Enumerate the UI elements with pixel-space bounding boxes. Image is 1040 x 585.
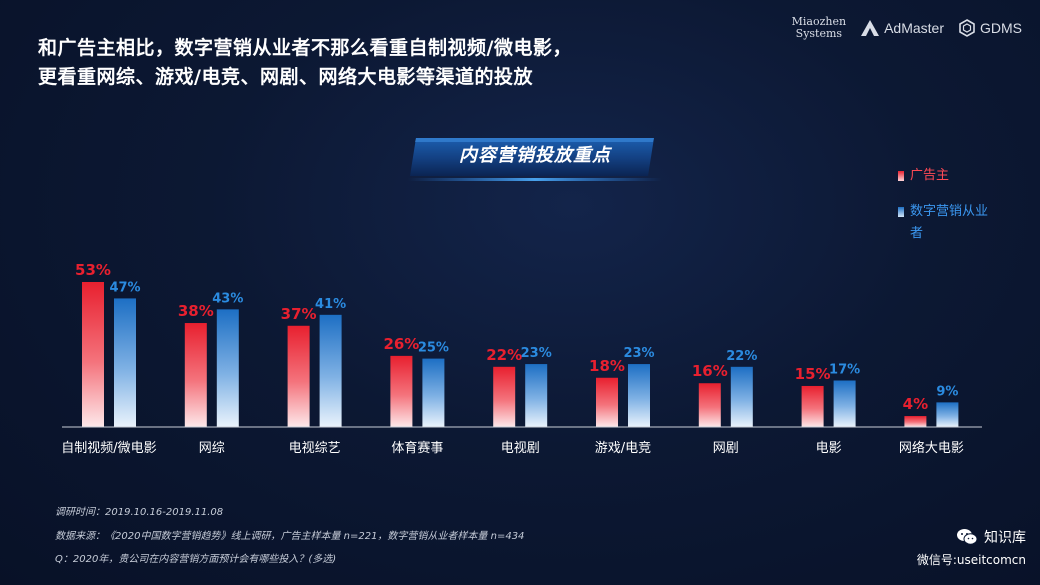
data-label-digital-marketer-9: 9% xyxy=(936,384,958,399)
bar-advertiser-6 xyxy=(596,377,618,427)
bar-advertiser-8 xyxy=(801,385,824,427)
bar-digital-marketer-6 xyxy=(628,364,650,427)
data-label-advertiser-4: 26% xyxy=(383,335,419,353)
wechat-watermark: 知识库 微信号:useitcomcn xyxy=(917,527,1026,568)
data-label-digital-marketer-2: 43% xyxy=(212,291,243,306)
admaster-logo: AdMaster xyxy=(860,19,944,37)
data-label-digital-marketer-5: 23% xyxy=(521,346,552,361)
category-label-3: 电视综艺 xyxy=(289,441,341,456)
category-label-4: 体育赛事 xyxy=(391,440,443,456)
data-label-advertiser-9: 4% xyxy=(903,395,928,413)
category-label-7: 网剧 xyxy=(713,441,739,456)
wechat-account-name: 知识库 xyxy=(984,530,1026,546)
miaozhen-logo-text-1: Miaozhen xyxy=(791,15,847,28)
category-label-1: 自制视频/微电影 xyxy=(61,441,156,456)
chart-legend: 广告主 数字营销从业者 xyxy=(898,165,1000,245)
miaozhen-logo: Miaozhen Systems xyxy=(792,16,846,40)
wechat-icon xyxy=(957,529,978,545)
legend-swatch-digital-marketer xyxy=(898,207,904,217)
footnote-question: Q：2020年，贵公司在内容营销方面预计会有哪些投入？(多选) xyxy=(55,554,337,565)
legend-label-digital-marketer: 数字营销从业者 xyxy=(910,204,989,241)
chart-title: 内容营销投放重点 xyxy=(459,145,611,166)
data-label-advertiser-5: 22% xyxy=(486,346,522,364)
bar-advertiser-7 xyxy=(698,383,721,427)
bar-advertiser-9 xyxy=(904,416,927,427)
category-label-2: 网综 xyxy=(199,441,225,456)
data-label-digital-marketer-4: 25% xyxy=(418,341,449,356)
page-title: 和广告主相比，数字营销从业者不那么看重自制视频/微电影， 更看重网综、游戏/电竞… xyxy=(38,34,572,92)
bar-digital-marketer-5 xyxy=(525,364,548,427)
gdms-logo-text: GDMS xyxy=(980,20,1022,36)
page-title-line-1: 和广告主相比，数字营销从业者不那么看重自制视频/微电影， xyxy=(38,37,572,59)
wechat-account-id: 微信号:useitcomcn xyxy=(916,553,1026,567)
data-label-advertiser-6: 18% xyxy=(589,357,625,375)
data-label-digital-marketer-1: 47% xyxy=(109,280,140,295)
legend-label-advertiser: 广告主 xyxy=(910,168,950,183)
admaster-mark-icon xyxy=(861,20,880,36)
category-label-6: 游戏/电竞 xyxy=(595,440,651,456)
footnote-data-source: 数据来源：《2020中国数字营销趋势》线上调研，广告主样本量 n=221，数字营… xyxy=(55,531,525,542)
bar-advertiser-1 xyxy=(82,282,104,427)
gdms-logo: GDMS xyxy=(958,19,1022,37)
partner-logos: Miaozhen Systems AdMaster GDMS xyxy=(792,16,1022,40)
bar-advertiser-3 xyxy=(287,325,310,427)
gdms-hexagon-icon xyxy=(959,19,975,37)
data-label-digital-marketer-7: 22% xyxy=(726,349,757,364)
chart-title-banner xyxy=(408,138,662,181)
category-label-5: 电视剧 xyxy=(501,441,540,456)
data-label-advertiser-8: 15% xyxy=(795,365,831,383)
bar-digital-marketer-2 xyxy=(216,309,239,427)
footnote-survey-period: 调研时间：2019.10.16-2019.11.08 xyxy=(55,507,224,518)
miaozhen-logo-text-2: Systems xyxy=(795,27,843,40)
data-label-advertiser-2: 38% xyxy=(178,302,214,320)
legend-item-advertiser: 广告主 xyxy=(898,165,1000,187)
data-label-digital-marketer-8: 17% xyxy=(829,362,860,377)
bar-digital-marketer-9 xyxy=(936,402,959,427)
admaster-logo-text: AdMaster xyxy=(884,20,944,36)
bar-digital-marketer-1 xyxy=(114,298,136,427)
bar-advertiser-5 xyxy=(493,366,516,427)
bar-digital-marketer-3 xyxy=(319,314,342,427)
data-label-digital-marketer-6: 23% xyxy=(623,346,654,361)
category-label-8: 电影 xyxy=(816,441,842,456)
legend-swatch-advertiser xyxy=(898,171,904,181)
bar-advertiser-2 xyxy=(184,323,207,427)
data-label-advertiser-3: 37% xyxy=(281,305,317,323)
legend-item-digital-marketer: 数字营销从业者 xyxy=(898,201,1000,245)
data-label-advertiser-7: 16% xyxy=(692,362,728,380)
data-label-advertiser-1: 53% xyxy=(75,261,111,279)
bar-digital-marketer-8 xyxy=(833,380,856,427)
bar-digital-marketer-4 xyxy=(422,358,445,427)
category-label-9: 网络大电影 xyxy=(899,440,964,456)
bar-digital-marketer-7 xyxy=(730,366,753,427)
bar-advertiser-4 xyxy=(390,355,413,427)
data-label-digital-marketer-3: 41% xyxy=(315,297,346,312)
page-title-line-2: 更看重网综、游戏/电竞、网剧、网络大电影等渠道的投放 xyxy=(38,66,533,88)
